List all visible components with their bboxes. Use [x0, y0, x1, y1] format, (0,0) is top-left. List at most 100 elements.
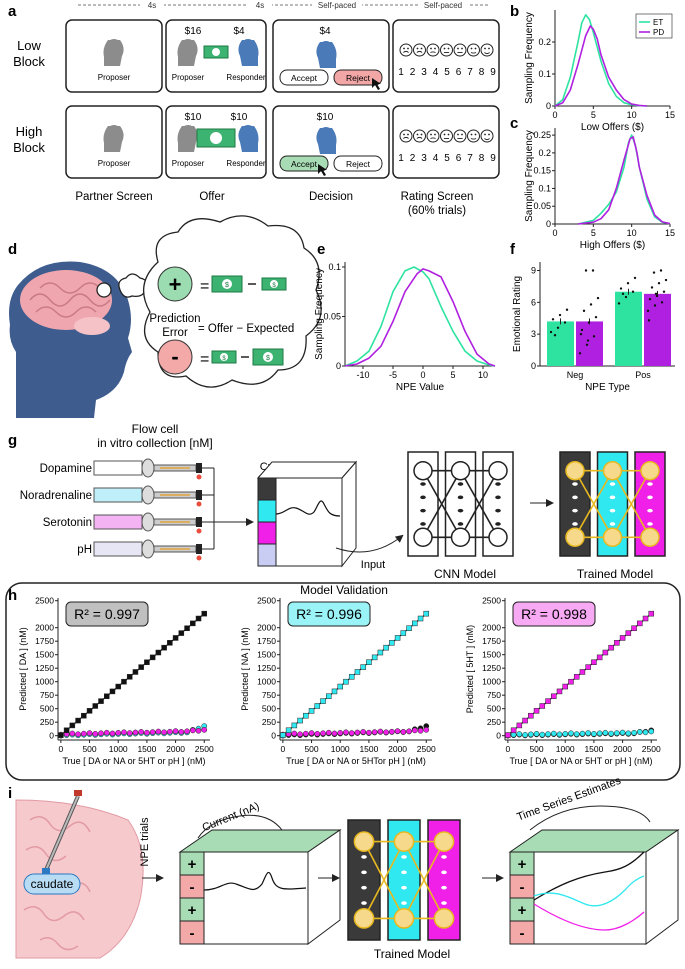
- rating-number[interactable]: 1: [398, 67, 404, 78]
- face-eye: [407, 47, 409, 50]
- data-point: [659, 269, 663, 272]
- npe-current-block: NPE trials Current (nA) + - + -: [139, 800, 342, 945]
- panel-letter-h: h: [8, 587, 17, 604]
- face-eye: [447, 133, 450, 136]
- rating-number[interactable]: 8: [479, 153, 485, 164]
- scatter-point-magenta: [166, 728, 173, 735]
- scatter-point-magenta: [528, 712, 534, 719]
- legend-entry: ET: [653, 18, 663, 27]
- rating-number[interactable]: 8: [479, 67, 485, 78]
- rating-face-icon[interactable]: [399, 43, 413, 57]
- scatter-point-cyan: [412, 620, 418, 627]
- prediction-label: Prediction: [149, 313, 200, 325]
- network-node: [393, 908, 415, 929]
- rating-face-icon[interactable]: [480, 129, 494, 143]
- data-point: [664, 278, 668, 282]
- y-tick-label: 1250: [35, 663, 54, 673]
- rating-number[interactable]: 3: [421, 153, 427, 164]
- proposer-label: Proposer: [98, 73, 131, 82]
- face-eye: [434, 47, 436, 50]
- scatter-point-magenta: [195, 727, 202, 734]
- rating-face-icon[interactable]: [453, 43, 467, 57]
- y-tick-label: 1000: [482, 677, 501, 687]
- rating-number[interactable]: 1: [398, 153, 404, 164]
- rating-face-icon[interactable]: [467, 43, 480, 57]
- scatter-point-black: [126, 674, 133, 680]
- x-tick-label: 500: [304, 744, 318, 754]
- stage-label-rating-sub: (60% trials): [408, 205, 466, 217]
- rating-number[interactable]: 9: [490, 153, 496, 164]
- rating-number[interactable]: 7: [467, 67, 473, 78]
- y-tick-label: 500: [262, 704, 276, 714]
- scatter-point-cyan: [545, 731, 551, 737]
- scatter-point-magenta: [184, 728, 190, 735]
- panel-letter-a: a: [8, 3, 17, 20]
- data-point: [655, 294, 659, 298]
- scatter-point-magenta: [637, 620, 643, 627]
- rating-face-icon[interactable]: [413, 43, 426, 57]
- rating-number[interactable]: 2: [410, 153, 416, 164]
- rating-face-icon[interactable]: [440, 43, 453, 57]
- scatter-point-magenta: [320, 730, 326, 737]
- panel-letter-g: g: [8, 432, 17, 449]
- y-axis-label: Predicted [ DA ] (nM): [18, 627, 28, 711]
- rating-face-icon[interactable]: [399, 129, 413, 143]
- y-tick-label: 500: [40, 704, 54, 714]
- analyte-label: Dopamine: [40, 463, 92, 475]
- rating-number[interactable]: 6: [456, 67, 462, 78]
- scatter-point-black: [58, 732, 64, 738]
- y-tick-label: 2000: [35, 623, 54, 633]
- face-eye: [470, 47, 473, 50]
- reject-button[interactable]: [333, 69, 383, 86]
- y-tick-label: 0: [271, 731, 276, 741]
- ts-sign-1: +: [518, 856, 527, 873]
- responder-icon: [238, 125, 259, 152]
- rating-number[interactable]: 5: [444, 67, 450, 78]
- scatter-point-cyan: [308, 708, 315, 714]
- data-point: [587, 321, 591, 324]
- flow-cell-cap: [141, 485, 155, 505]
- rating-number[interactable]: 4: [433, 153, 439, 164]
- rating-number[interactable]: 3: [421, 67, 427, 78]
- rating-face-icon[interactable]: [426, 43, 440, 57]
- scatter-point-cyan: [285, 727, 292, 734]
- electrode-tip: [196, 528, 202, 534]
- thought-bubble: [96, 215, 322, 388]
- money-icon: $: [211, 275, 243, 293]
- rating-face-icon[interactable]: [426, 129, 440, 143]
- scatter-point-magenta: [579, 669, 586, 675]
- rating-number[interactable]: 9: [490, 67, 496, 78]
- reject-label: Reject: [346, 159, 371, 169]
- rating-number[interactable]: 4: [433, 67, 439, 78]
- scatter-point-cyan: [642, 729, 649, 736]
- rating-number[interactable]: 6: [456, 153, 462, 164]
- rating-face-icon[interactable]: [453, 129, 467, 143]
- responder-label: Responder: [226, 159, 265, 168]
- validation-title: Model Validation: [300, 583, 388, 597]
- rating-face-icon[interactable]: [440, 129, 453, 143]
- npe-sign-4: -: [190, 925, 195, 942]
- x-tick-label: 0: [420, 370, 425, 380]
- y-tick-label: 0.1: [538, 183, 551, 193]
- x-tick-label: 5: [450, 370, 455, 380]
- scatter-point-cyan: [371, 654, 378, 661]
- rating-face-icon[interactable]: [467, 129, 480, 143]
- series-line-pd: [344, 268, 496, 367]
- scatter-point-cyan: [631, 729, 637, 736]
- scatter-point-magenta: [331, 730, 338, 737]
- accept-button[interactable]: [279, 69, 329, 86]
- scatter-point-cyan: [354, 669, 361, 675]
- network-dot: [441, 870, 447, 875]
- money-icon: $: [211, 350, 237, 364]
- rating-face-icon[interactable]: [480, 43, 494, 57]
- y-axis-label: Sampling Frequency: [314, 268, 325, 360]
- rating-number[interactable]: 7: [467, 153, 473, 164]
- network-dot: [457, 495, 464, 500]
- network-node: [433, 831, 455, 852]
- reject-button[interactable]: [333, 155, 383, 172]
- rating-number[interactable]: 2: [410, 67, 416, 78]
- accept-button[interactable]: [279, 155, 329, 172]
- rating-number[interactable]: 5: [444, 153, 450, 164]
- rating-face-icon[interactable]: [413, 129, 426, 143]
- scatter-point-magenta: [291, 730, 298, 737]
